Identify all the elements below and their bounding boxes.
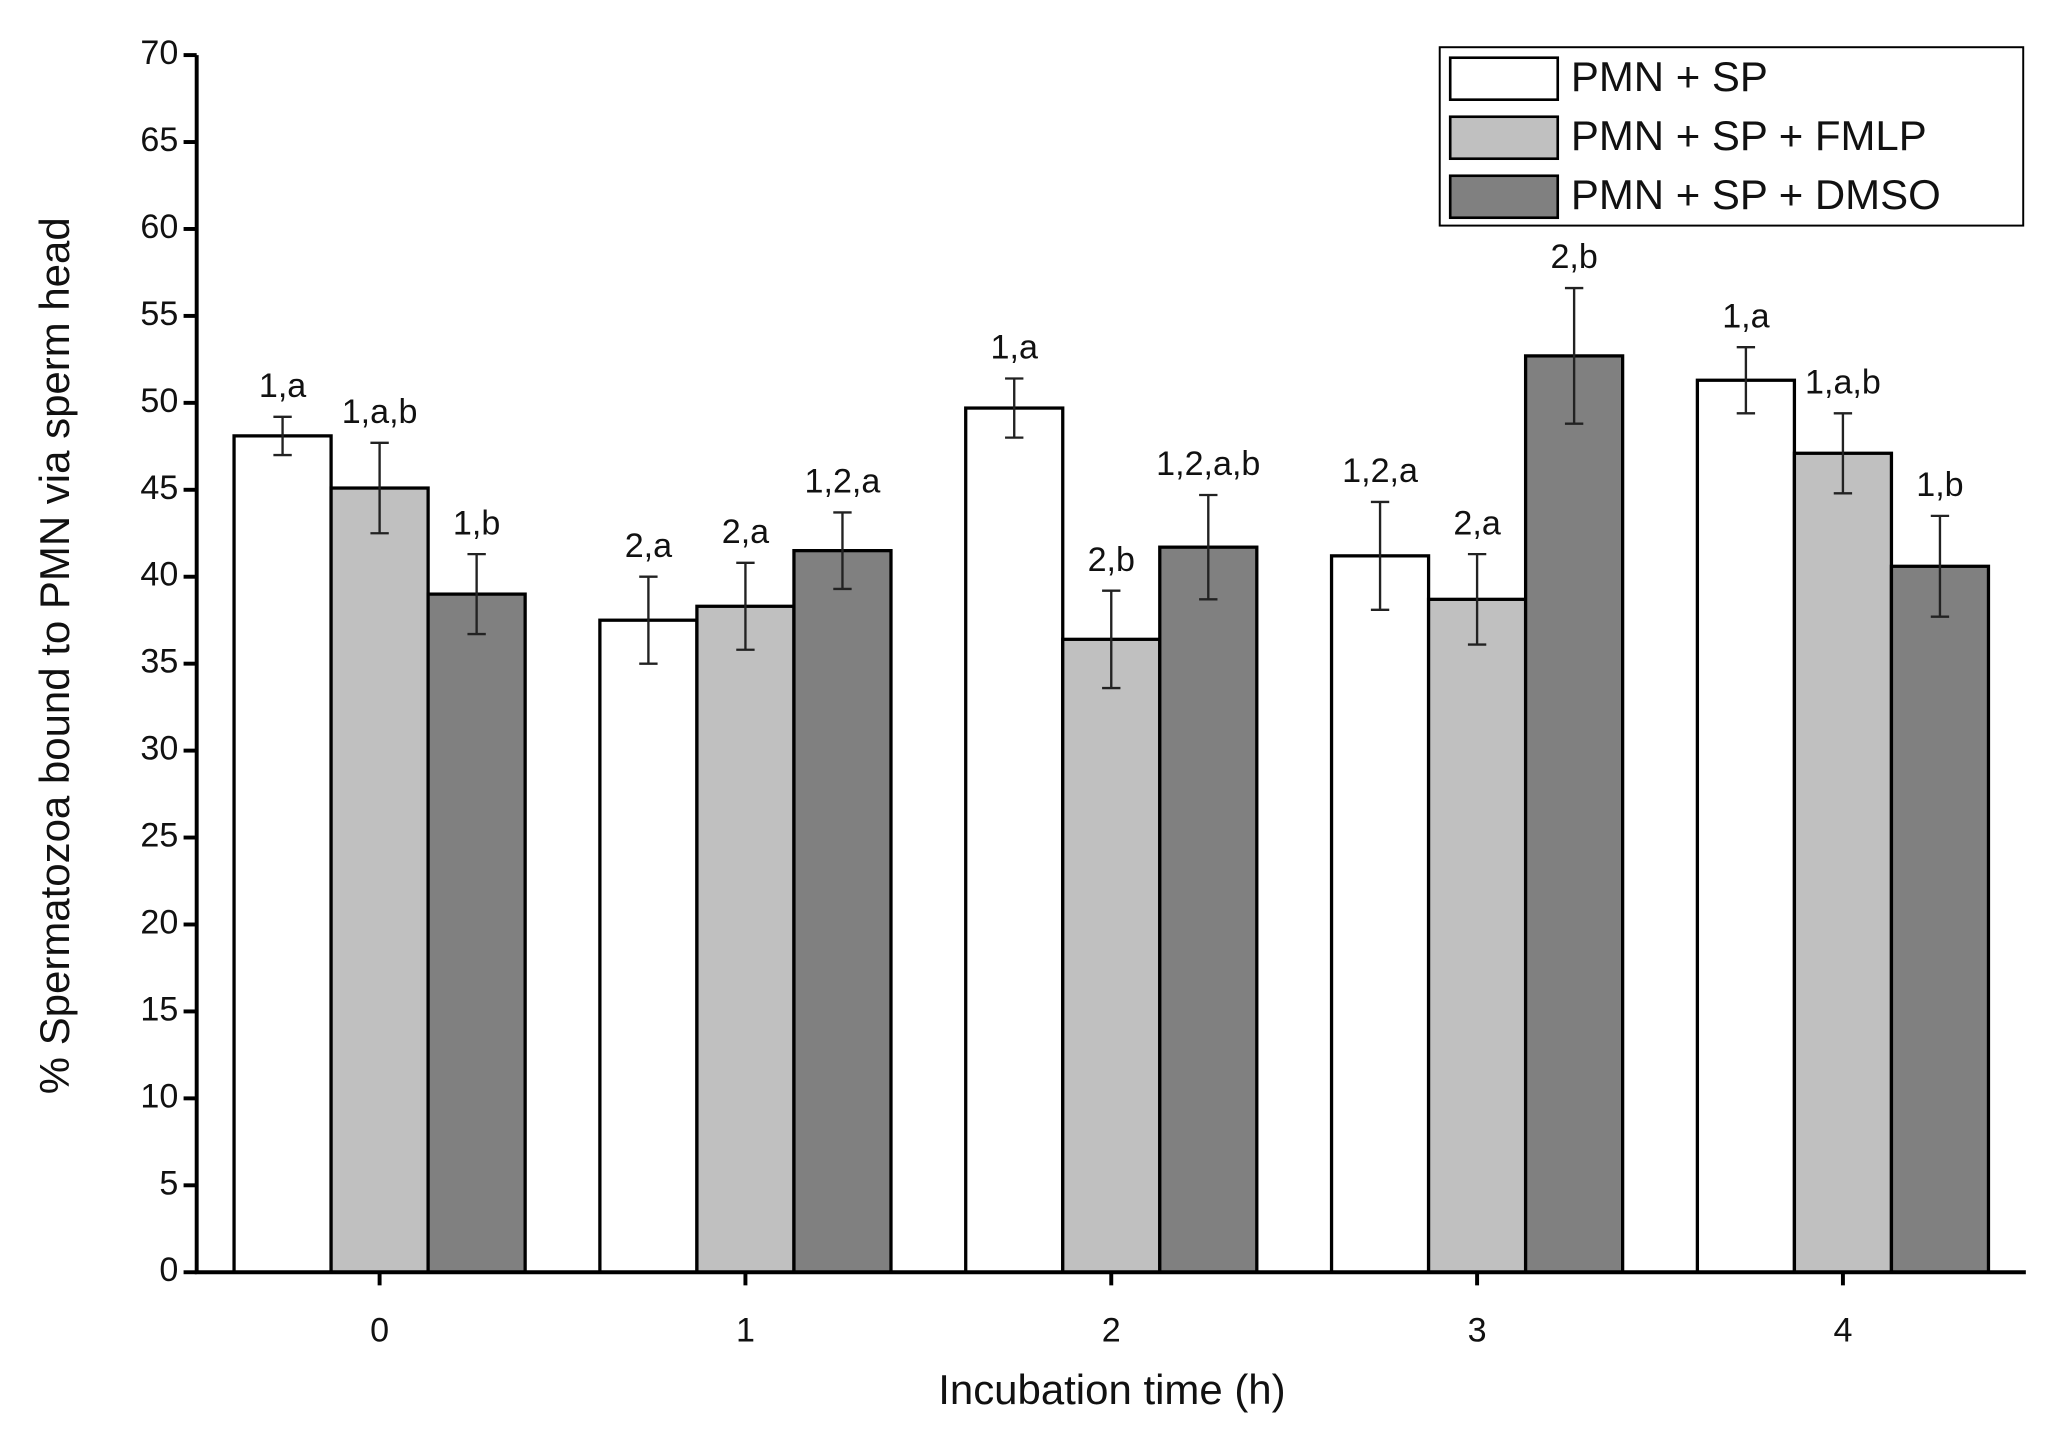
bar	[1792, 451, 1894, 1274]
bar	[329, 486, 430, 1274]
error-bar	[1930, 514, 1950, 618]
error-bar	[273, 415, 292, 457]
data-annotation: 2,b	[1550, 238, 1597, 276]
error-bar	[1467, 552, 1487, 646]
bar	[232, 434, 333, 1274]
bar	[1426, 597, 1528, 1274]
error-bar	[1833, 412, 1853, 495]
y-tick-label: 55	[140, 295, 178, 333]
bar	[1061, 637, 1162, 1274]
bar	[1695, 378, 1797, 1274]
data-annotation: 2,b	[1088, 541, 1135, 579]
error-bar	[1199, 493, 1218, 601]
x-tick-label: 3	[1468, 1312, 1487, 1350]
y-tick-label: 50	[140, 382, 178, 420]
error-bar	[1102, 589, 1121, 690]
y-tick-label: 10	[140, 1077, 178, 1115]
y-tick-label: 65	[140, 121, 178, 159]
data-annotation: 1,2,a,b	[1156, 445, 1260, 483]
legend-label: PMN + SP	[1571, 53, 1768, 100]
bar	[695, 604, 796, 1274]
x-tick-label: 2	[1102, 1312, 1121, 1350]
x-tick-label: 0	[370, 1312, 389, 1350]
error-bar	[1736, 346, 1756, 415]
y-tick-label: 60	[140, 208, 178, 246]
bar	[1523, 354, 1625, 1274]
bar	[1889, 564, 1991, 1274]
data-annotation: 1,b	[1916, 466, 1963, 504]
legend-label: PMN + SP + FMLP	[1571, 112, 1927, 159]
data-annotation: 1,a	[991, 329, 1038, 367]
data-annotation: 2,a	[625, 527, 672, 565]
y-tick-label: 40	[140, 556, 178, 594]
legend-swatch	[1448, 174, 1560, 220]
y-tick-label: 0	[159, 1251, 178, 1289]
y-tick-label: 25	[140, 817, 178, 855]
bar	[1329, 554, 1431, 1274]
error-bar	[1370, 500, 1390, 611]
data-annotation: 1,a,b	[342, 393, 418, 431]
y-tick-label: 15	[140, 990, 178, 1028]
y-tick-label: 5	[159, 1164, 178, 1202]
bar	[964, 406, 1065, 1274]
x-tick-label: 1	[736, 1312, 755, 1350]
y-tick-label: 45	[140, 469, 178, 507]
bar	[598, 618, 699, 1274]
data-annotation: 1,a	[1722, 297, 1769, 335]
y-tick-label: 30	[140, 730, 178, 768]
error-bar	[1005, 377, 1024, 439]
bar	[792, 549, 893, 1274]
legend-swatch	[1448, 56, 1560, 101]
x-axis-label: Incubation time (h)	[938, 1366, 1285, 1413]
data-annotation: 2,a	[1453, 504, 1500, 542]
y-tick-label: 20	[140, 903, 178, 941]
data-annotation: 1,2,a	[805, 463, 881, 501]
legend-label: PMN + SP + DMSO	[1571, 171, 1941, 218]
error-bar	[639, 575, 658, 665]
data-annotation: 1,a	[259, 367, 306, 405]
data-annotation: 1,b	[453, 504, 500, 542]
data-annotation: 2,a	[722, 513, 769, 551]
bar	[426, 592, 527, 1274]
error-bar	[833, 511, 852, 591]
data-annotation: 1,2,a	[1342, 452, 1418, 490]
x-tick-label: 4	[1833, 1312, 1852, 1350]
error-bar	[370, 441, 389, 535]
legend-swatch	[1448, 115, 1560, 161]
y-tick-label: 70	[140, 34, 178, 72]
axes	[194, 55, 2026, 1275]
y-axis-label: % Spermatozoa bound to PMN via sperm hea…	[31, 217, 78, 1094]
data-annotation: 1,a,b	[1805, 363, 1881, 401]
y-tick-label: 35	[140, 643, 178, 681]
error-bar	[467, 552, 486, 636]
bar	[1158, 545, 1259, 1274]
error-bar	[1564, 286, 1584, 425]
error-bar	[736, 561, 755, 651]
